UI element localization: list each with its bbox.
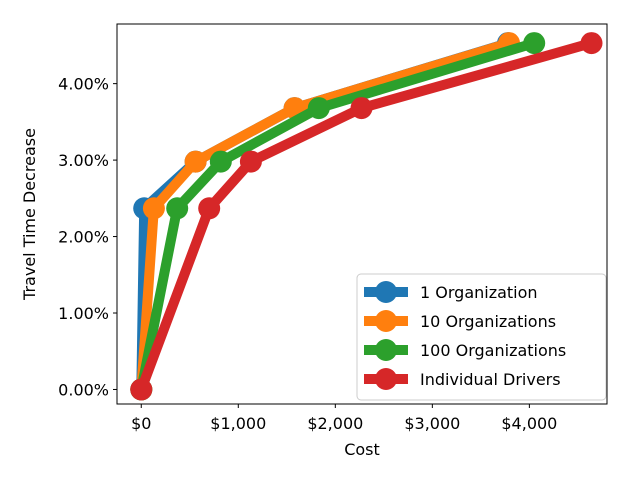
data-point [307, 97, 330, 120]
legend-swatch-marker [375, 339, 397, 361]
x-axis-label: Cost [344, 440, 380, 459]
plot-frame [116, 23, 608, 405]
data-point [350, 97, 373, 120]
legend-item: 10 Organizations [364, 310, 556, 332]
legend-label: 10 Organizations [420, 312, 556, 331]
legend-swatch-marker [375, 310, 397, 332]
data-point [142, 197, 165, 220]
x-tick-label: $4,000 [501, 414, 557, 433]
data-point [166, 197, 189, 220]
legend-label: Individual Drivers [420, 370, 561, 389]
legend-item: Individual Drivers [364, 368, 561, 390]
y-tick-label: 1.00% [58, 304, 109, 323]
legend-box [356, 273, 607, 401]
legend-item: 1 Organization [364, 281, 538, 303]
x-tick-label: $2,000 [307, 414, 363, 433]
plot-area [130, 32, 603, 401]
x-tick-label: $1,000 [210, 414, 266, 433]
data-point [239, 150, 262, 173]
y-tick-label: 2.00% [58, 228, 109, 247]
legend: 1 Organization 10 Organizations 100 Organi… [356, 273, 607, 401]
data-point [523, 32, 546, 55]
data-point [130, 378, 153, 401]
data-point [580, 32, 603, 55]
x-axis: $0 $1,000 $2,000 $3,000 $4,000 [131, 404, 557, 433]
legend-swatch-marker [375, 281, 397, 303]
legend-label: 1 Organization [420, 283, 538, 302]
data-point [209, 150, 232, 173]
y-tick-label: 0.00% [58, 380, 109, 399]
legend-label: 100 Organizations [420, 341, 566, 360]
y-tick-label: 3.00% [58, 151, 109, 170]
series-3 [130, 32, 603, 401]
x-tick-label: $3,000 [404, 414, 460, 433]
y-axis-label: Travel Time Decrease [20, 128, 39, 301]
y-axis: 0.00% 1.00% 2.00% 3.00% 4.00% [58, 75, 117, 399]
legend-swatch-marker [375, 368, 397, 390]
y-tick-label: 4.00% [58, 75, 109, 94]
data-point [198, 197, 221, 220]
legend-item: 100 Organizations [364, 339, 566, 361]
x-tick-label: $0 [131, 414, 151, 433]
data-point [184, 150, 207, 173]
